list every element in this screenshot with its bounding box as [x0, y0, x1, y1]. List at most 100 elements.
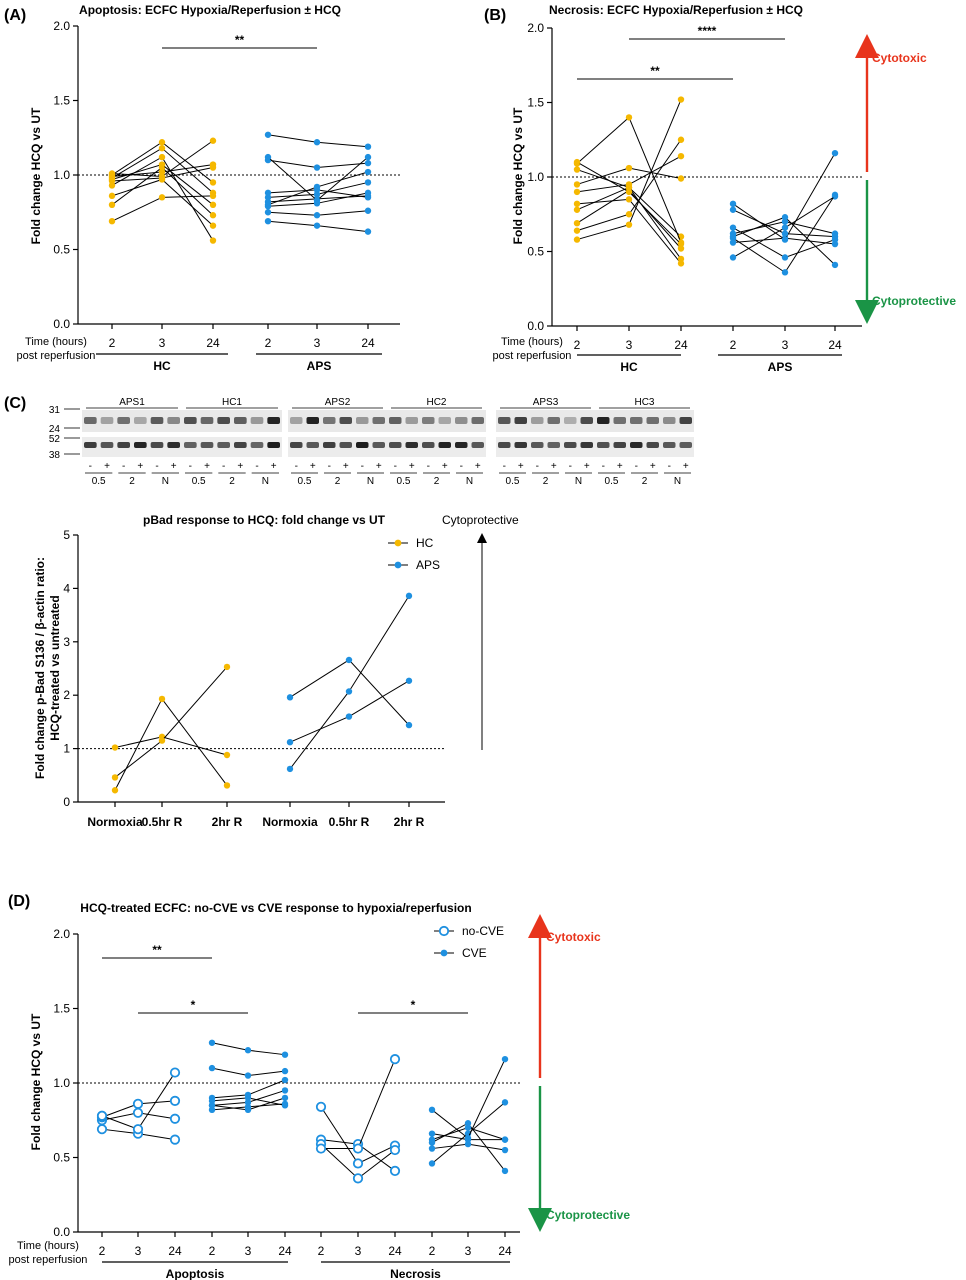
- treatment-sign: +: [475, 461, 481, 472]
- blot-band-pbad: [217, 417, 230, 424]
- y-tick-label: 0.5: [53, 243, 70, 257]
- y-tick-label: 2.0: [53, 927, 70, 941]
- data-point: [501, 1167, 509, 1175]
- subject-line: [114, 666, 228, 778]
- data-point: [573, 158, 581, 166]
- data-point: [313, 212, 321, 219]
- data-point: [345, 656, 353, 664]
- legend-marker: [438, 925, 450, 937]
- data-point: [677, 152, 685, 160]
- legend-marker: [440, 949, 448, 957]
- data-point: [364, 143, 372, 150]
- data-point-open: [352, 1173, 364, 1184]
- blot-band-pbad: [597, 417, 610, 424]
- y-tick-label: 0.0: [527, 319, 544, 333]
- cytoprotective-label: Cytoprotective: [872, 294, 956, 308]
- data-point: [208, 1064, 216, 1072]
- group-label: HC: [620, 360, 638, 374]
- data-point: [729, 224, 737, 231]
- data-point: [573, 206, 581, 213]
- data-point: [108, 182, 116, 189]
- subject-line: [114, 697, 228, 791]
- data-point: [573, 227, 581, 234]
- significance-label: **: [235, 33, 245, 47]
- blot-band-actin: [531, 442, 544, 448]
- x-axis-title-line: Time (hours): [17, 1240, 79, 1252]
- blot-sample-label: APS1: [119, 397, 145, 408]
- significance-label: **: [152, 943, 162, 957]
- x-tick-label: 2: [318, 1244, 325, 1258]
- y-tick-label: 1.0: [53, 168, 70, 182]
- data-point: [677, 96, 685, 103]
- x-tick-label: 24: [674, 338, 688, 352]
- condition-label: N: [262, 476, 269, 487]
- blot-band-actin: [84, 442, 97, 448]
- legend-label: HC: [416, 536, 434, 550]
- chart-title-b: Necrosis: ECFC Hypoxia/Reperfusion ± HCQ: [549, 3, 803, 17]
- blot-band-actin: [438, 442, 451, 448]
- treatment-sign: +: [551, 461, 557, 472]
- data-point: [364, 194, 372, 201]
- blot-band-pbad: [250, 417, 264, 424]
- data-point: [831, 191, 839, 199]
- blot-band-actin: [422, 442, 435, 448]
- blot-band-actin: [564, 442, 577, 448]
- y-tick-label: 0.0: [53, 1225, 70, 1239]
- y-tick-label: 2: [63, 688, 70, 702]
- blot-band-actin: [200, 442, 214, 448]
- data-point: [244, 1091, 252, 1099]
- data-point: [208, 1094, 216, 1102]
- treatment-sign: -: [602, 461, 605, 472]
- data-point: [158, 144, 166, 152]
- data-point: [677, 260, 685, 267]
- treatment-sign: -: [155, 461, 158, 472]
- group-label: Apoptosis: [166, 1267, 225, 1280]
- data-point-open: [315, 1143, 327, 1154]
- data-point: [209, 201, 217, 208]
- data-point-open: [169, 1134, 181, 1145]
- data-point: [573, 188, 581, 196]
- data-point: [264, 209, 272, 216]
- blot-band-pbad: [547, 417, 560, 424]
- data-point: [209, 237, 217, 244]
- data-point: [264, 189, 272, 197]
- blot-band-pbad: [134, 417, 147, 424]
- blot-membrane-pbad: [288, 410, 486, 432]
- treatment-sign: +: [584, 461, 590, 472]
- blot-band-pbad: [438, 417, 451, 424]
- treatment-sign: +: [237, 461, 243, 472]
- blot-band-actin: [597, 442, 610, 448]
- data-point: [209, 212, 217, 219]
- treatment-sign: -: [536, 461, 539, 472]
- data-point-open: [389, 1054, 401, 1065]
- treatment-sign: -: [122, 461, 125, 472]
- x-axis-title-line: post reperfusion: [493, 350, 572, 362]
- blot-band-actin: [267, 442, 280, 448]
- blot-band-pbad: [184, 417, 197, 424]
- data-point: [573, 219, 581, 227]
- blot-band-pbad: [613, 417, 626, 424]
- blot-band-pbad: [564, 417, 577, 424]
- y-tick-label: 1: [63, 742, 70, 756]
- treatment-sign: +: [617, 461, 623, 472]
- data-point: [208, 1106, 216, 1114]
- y-tick-label: 0: [63, 795, 70, 809]
- condition-label: N: [674, 476, 681, 487]
- data-point: [573, 166, 581, 173]
- treatment-sign: +: [683, 461, 689, 472]
- subject-line: [289, 595, 410, 770]
- data-point: [625, 114, 633, 121]
- treatment-sign: +: [442, 461, 448, 472]
- data-point: [364, 168, 372, 176]
- data-point-open: [132, 1124, 144, 1135]
- data-point: [158, 139, 166, 146]
- blot-band-actin: [663, 442, 676, 448]
- data-point: [625, 196, 633, 203]
- blot-band-pbad: [339, 417, 352, 424]
- subject-line: [321, 1058, 396, 1150]
- blot-band-actin: [234, 442, 247, 448]
- blot-band-actin: [372, 442, 385, 448]
- data-point: [281, 1094, 289, 1102]
